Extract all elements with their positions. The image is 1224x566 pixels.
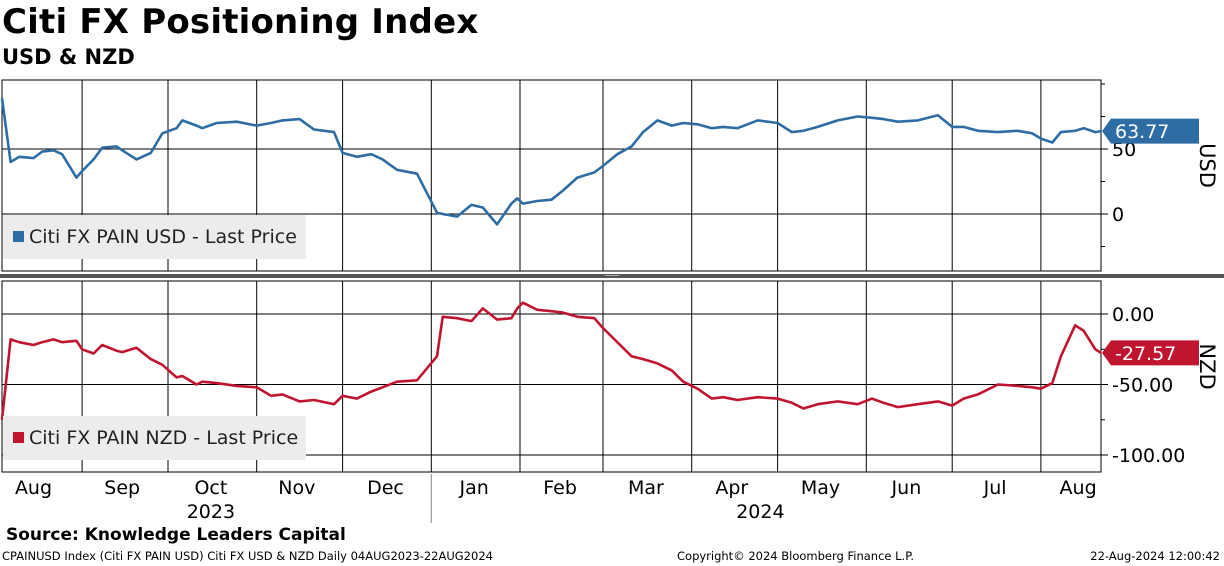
month-label: Aug <box>15 477 52 499</box>
nzd-last-value-tag <box>1102 340 1199 366</box>
month-label: Aug <box>1060 477 1097 499</box>
nzd-last-value-label: -27.57 <box>1115 343 1176 365</box>
month-label: Mar <box>628 477 664 499</box>
month-label: Jan <box>459 477 489 499</box>
usd-ytick-label: 50 <box>1112 139 1136 161</box>
nzd-legend-label: Citi FX PAIN NZD - Last Price <box>29 427 298 449</box>
nzd-axis-label: NZD <box>1195 343 1219 389</box>
usd-legend-swatch <box>13 231 24 242</box>
nzd-plot-frame <box>1 280 1102 473</box>
source-note: Source: Knowledge Leaders Capital <box>6 525 346 545</box>
chart-subtitle: USD & NZD <box>2 45 135 69</box>
month-label: May <box>801 477 840 499</box>
usd-legend-box <box>3 215 306 259</box>
timestamp: 22-Aug-2024 12:00:42 <box>1090 549 1220 563</box>
nzd-ytick-label: 0.00 <box>1112 304 1154 326</box>
nzd-series-line <box>0 301 1102 420</box>
month-label: Sep <box>104 477 140 499</box>
month-label: Oct <box>194 477 227 499</box>
usd-last-value-label: 63.77 <box>1115 121 1169 143</box>
nzd-ytick-label: -100.00 <box>1112 445 1185 467</box>
nzd-ytick-label: -50.00 <box>1112 375 1173 397</box>
year-label: 2023 <box>187 501 235 523</box>
usd-legend-label: Citi FX PAIN USD - Last Price <box>29 226 297 248</box>
usd-series-line <box>0 98 1102 226</box>
copyright: Copyright© 2024 Bloomberg Finance L.P. <box>677 549 914 563</box>
usd-last-value-tag <box>1102 118 1199 144</box>
month-label: Feb <box>543 477 577 499</box>
nzd-legend-box <box>3 416 306 460</box>
year-label: 2024 <box>736 501 784 523</box>
month-label: Jul <box>983 477 1007 499</box>
month-label: Jun <box>891 477 922 499</box>
month-label: Nov <box>278 477 315 499</box>
chart-title: Citi FX Positioning Index <box>2 2 479 42</box>
nzd-legend-swatch <box>13 432 24 443</box>
usd-ytick-label: 0 <box>1112 204 1124 226</box>
usd-plot-frame <box>1 79 1102 272</box>
ticker-line: CPAINUSD Index (Citi FX PAIN USD) Citi F… <box>2 549 493 563</box>
separator-grip <box>605 275 619 276</box>
month-label: Dec <box>367 477 404 499</box>
usd-axis-label: USD <box>1195 143 1219 188</box>
month-label: Apr <box>715 477 748 499</box>
